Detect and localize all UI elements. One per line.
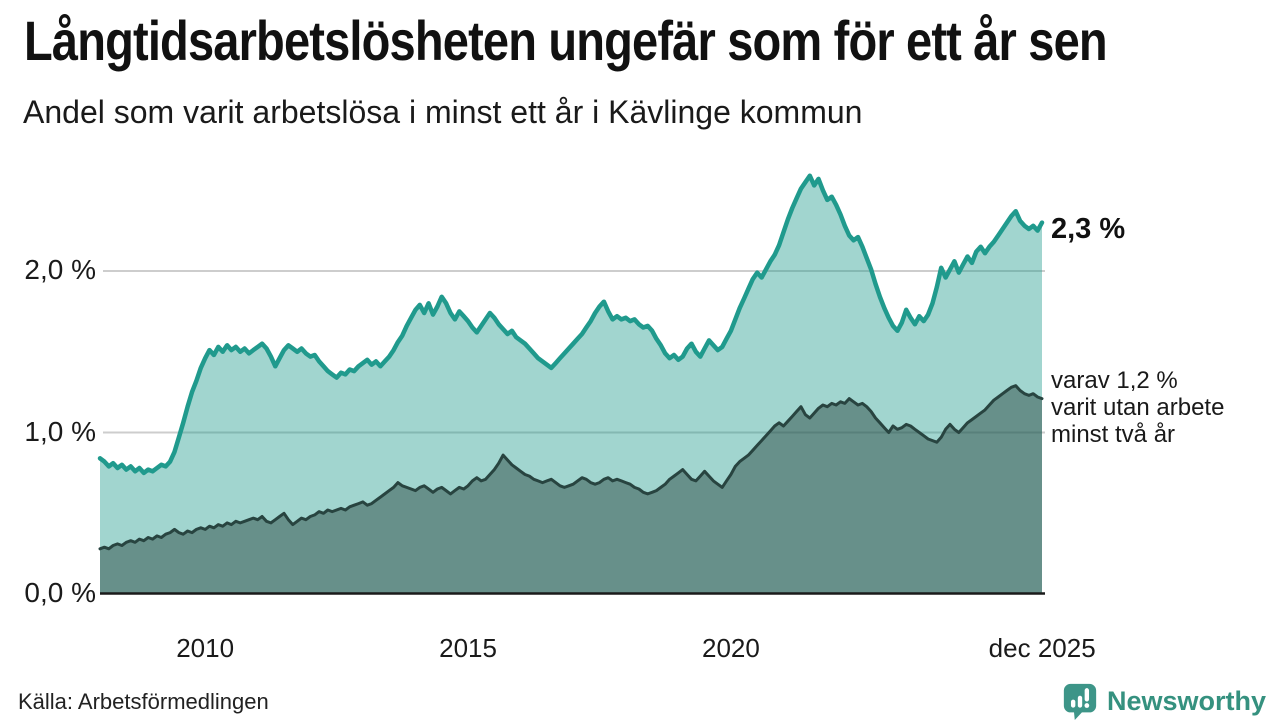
newsworthy-logo: Newsworthy (1061, 681, 1266, 720)
series-total-area (100, 175, 1042, 594)
page-subtitle: Andel som varit arbetslösa i minst ett å… (23, 94, 863, 130)
subset-annotation: varav 1,2 % varit utan arbete minst två … (1051, 367, 1224, 448)
end-value-label: 2,3 % (1051, 213, 1126, 245)
series-twoyear-area (100, 385, 1042, 594)
series-twoyear-line (98, 384, 1044, 551)
x-tick-label: dec 2025 (988, 633, 1096, 663)
subset-annotation-line: varav 1,2 % (1051, 367, 1178, 394)
source-credit: Källa: Arbetsförmedlingen (18, 689, 269, 714)
y-tick-label: 1,0 % (24, 415, 96, 447)
newsworthy-wordmark: Newsworthy (1106, 685, 1266, 716)
x-tick-label: 2010 (176, 633, 235, 663)
x-tick-label: 2015 (439, 633, 497, 663)
y-tick-label: 0,0 % (24, 577, 96, 608)
series-total-line (97, 173, 1045, 476)
subset-annotation-line: varit utan arbete (1051, 394, 1225, 421)
y-tick-label: 2,0 % (24, 254, 96, 285)
x-tick-label: 2020 (701, 633, 760, 663)
page-title: Långtidsarbetslösheten ungefär som för e… (24, 9, 1108, 72)
newsworthy-icon (1063, 683, 1097, 720)
subset-annotation-line: minst två år (1051, 421, 1176, 448)
